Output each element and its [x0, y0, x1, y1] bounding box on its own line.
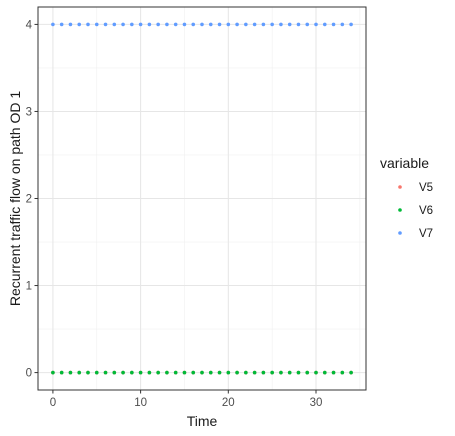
point-v6 [340, 370, 345, 375]
point-v7 [331, 22, 336, 27]
point-v6 [261, 370, 266, 375]
y-tick-label: 4 [26, 19, 33, 31]
data-points [51, 22, 353, 375]
point-v6 [182, 370, 187, 375]
point-v7 [68, 22, 73, 27]
point-v6 [103, 370, 108, 375]
point-v6 [331, 370, 336, 375]
y-tick-label: 3 [26, 106, 32, 118]
x-tick-label: 20 [222, 397, 235, 409]
point-v6 [165, 370, 169, 375]
point-v7 [86, 22, 90, 27]
point-v7 [208, 22, 213, 27]
point-v7 [147, 22, 152, 27]
point-v6 [94, 370, 99, 375]
point-v7 [305, 22, 310, 27]
tick-labels: 0 10 20 30 0 1 2 3 4 [26, 19, 323, 409]
point-v7 [252, 22, 257, 27]
point-v6 [235, 370, 239, 375]
point-v7 [173, 22, 178, 27]
point-v7 [340, 22, 345, 27]
point-v7 [130, 22, 134, 27]
point-v7 [156, 22, 160, 27]
y-tick-label: 2 [26, 194, 32, 206]
legend: variable V5 V6 V7 [380, 155, 433, 240]
legend-label-v5: V5 [419, 182, 433, 194]
point-v6 [305, 370, 310, 375]
point-v6 [191, 370, 196, 375]
point-v7 [94, 22, 99, 27]
point-v6 [130, 370, 134, 375]
point-v7 [121, 22, 125, 27]
y-axis-title: Recurrent traffic flow on path OD 1 [7, 91, 23, 306]
point-v6 [252, 370, 257, 375]
point-v7 [296, 22, 301, 27]
point-v6 [296, 370, 301, 375]
x-tick-label: 10 [134, 397, 147, 409]
y-tick-label: 1 [26, 281, 32, 293]
point-v7 [322, 22, 327, 27]
point-v7 [261, 22, 266, 27]
point-v7 [200, 22, 204, 27]
point-v7 [182, 22, 187, 27]
point-v6 [208, 370, 213, 375]
legend-key-v7 [398, 231, 402, 235]
point-v6 [322, 370, 327, 375]
point-v6 [77, 370, 82, 375]
point-v7 [270, 22, 274, 27]
point-v7 [51, 22, 55, 27]
point-v6 [200, 370, 204, 375]
point-v6 [270, 370, 274, 375]
point-v6 [287, 370, 292, 375]
legend-label-v7: V7 [419, 228, 433, 240]
point-v6 [147, 370, 152, 375]
x-tick-label: 30 [310, 397, 323, 409]
legend-title: variable [380, 155, 429, 171]
point-v7 [349, 22, 353, 27]
point-v6 [68, 370, 73, 375]
legend-label-v6: V6 [419, 205, 433, 217]
point-v6 [86, 370, 90, 375]
x-tick-label: 0 [50, 397, 56, 409]
point-v7 [112, 22, 117, 27]
point-v6 [138, 370, 143, 375]
point-v6 [173, 370, 178, 375]
point-v6 [244, 370, 248, 375]
grid-major [38, 7, 366, 390]
point-v6 [279, 370, 283, 375]
point-v7 [235, 22, 239, 27]
point-v6 [314, 370, 318, 375]
point-v7 [165, 22, 169, 27]
point-v6 [112, 370, 117, 375]
x-axis-title: Time [187, 413, 218, 429]
point-v7 [287, 22, 292, 27]
point-v7 [217, 22, 222, 27]
point-v7 [191, 22, 196, 27]
point-v6 [217, 370, 222, 375]
point-v7 [314, 22, 318, 27]
y-tick-label: 0 [26, 368, 32, 380]
legend-key-v6 [398, 208, 402, 212]
legend-key-v5 [398, 185, 402, 189]
point-v6 [51, 370, 55, 375]
point-v7 [226, 22, 231, 27]
point-v7 [244, 22, 248, 27]
point-v7 [279, 22, 283, 27]
point-v6 [59, 370, 64, 375]
point-v6 [226, 370, 231, 375]
point-v7 [59, 22, 64, 27]
axis-ticks [34, 23, 317, 394]
point-v6 [349, 370, 353, 375]
point-v6 [156, 370, 160, 375]
point-v6 [121, 370, 125, 375]
point-v7 [77, 22, 82, 27]
point-v7 [138, 22, 143, 27]
point-v7 [103, 22, 108, 27]
